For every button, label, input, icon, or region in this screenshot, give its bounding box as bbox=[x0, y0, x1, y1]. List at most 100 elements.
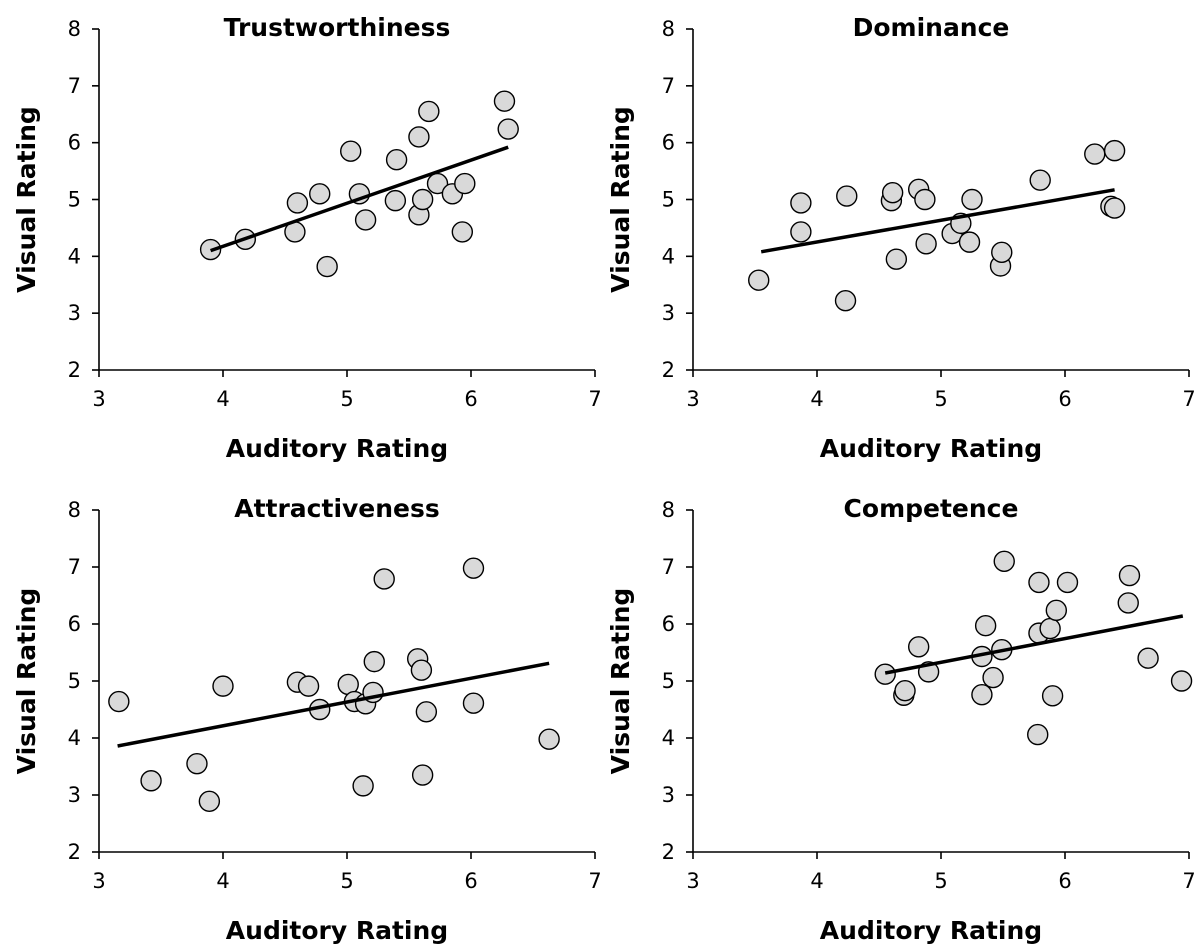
data-point bbox=[1041, 685, 1064, 707]
data-point bbox=[497, 118, 519, 140]
data-point bbox=[410, 659, 433, 681]
x-axis-label: Auditory Rating bbox=[820, 916, 1042, 945]
data-point bbox=[914, 188, 936, 211]
chart-title: Competence bbox=[844, 494, 1019, 523]
data-point bbox=[874, 663, 896, 685]
y-tick-label: 4 bbox=[662, 244, 675, 268]
data-point bbox=[384, 189, 407, 212]
data-point bbox=[1056, 571, 1079, 594]
x-tick-label: 5 bbox=[340, 387, 353, 411]
y-tick-label: 5 bbox=[662, 188, 675, 212]
y-tick-label: 7 bbox=[68, 74, 81, 98]
data-point bbox=[974, 615, 997, 637]
y-tick-label: 7 bbox=[68, 555, 81, 579]
y-tick-label: 8 bbox=[662, 498, 675, 522]
y-tick-label: 2 bbox=[662, 840, 675, 864]
y-tick-label: 3 bbox=[662, 301, 675, 325]
data-point bbox=[1170, 670, 1193, 692]
y-tick-label: 4 bbox=[662, 726, 675, 750]
y-tick-label: 7 bbox=[662, 555, 675, 579]
y-tick-label: 4 bbox=[68, 726, 81, 750]
data-point bbox=[1029, 169, 1051, 191]
data-point bbox=[836, 185, 858, 207]
y-tick-label: 2 bbox=[662, 358, 675, 382]
data-point bbox=[1028, 571, 1050, 594]
y-tick-label: 4 bbox=[68, 244, 81, 268]
data-point bbox=[451, 221, 474, 243]
x-tick-label: 4 bbox=[216, 387, 229, 411]
trend-line bbox=[117, 661, 550, 748]
x-tick-label: 6 bbox=[1058, 387, 1071, 411]
data-point bbox=[408, 126, 430, 148]
y-tick-label: 3 bbox=[662, 783, 675, 807]
data-point bbox=[1137, 647, 1159, 669]
data-point bbox=[415, 701, 438, 723]
data-point bbox=[286, 192, 309, 214]
data-point bbox=[1118, 564, 1141, 587]
data-point bbox=[454, 172, 476, 195]
data-point bbox=[1117, 592, 1139, 614]
data-point bbox=[790, 192, 812, 214]
data-point bbox=[363, 650, 385, 673]
data-point bbox=[316, 255, 338, 278]
data-point bbox=[1103, 139, 1126, 162]
data-point bbox=[1039, 617, 1061, 640]
trend-line bbox=[884, 614, 1184, 675]
y-tick-label: 2 bbox=[68, 840, 81, 864]
data-point bbox=[1045, 599, 1068, 622]
y-axis-label: Visual Rating bbox=[12, 106, 41, 293]
y-tick-label: 7 bbox=[662, 74, 675, 98]
data-point bbox=[1027, 723, 1049, 746]
data-point bbox=[140, 770, 162, 792]
chart-title: Dominance bbox=[853, 13, 1010, 42]
data-point bbox=[790, 221, 812, 243]
data-point bbox=[385, 149, 408, 171]
x-tick-label: 4 bbox=[216, 869, 229, 893]
data-point bbox=[418, 100, 440, 123]
y-tick-label: 2 bbox=[68, 358, 81, 382]
x-tick-label: 5 bbox=[934, 869, 947, 893]
y-tick-label: 6 bbox=[68, 131, 81, 155]
data-point bbox=[971, 683, 993, 706]
x-tick-label: 4 bbox=[810, 869, 823, 893]
data-point bbox=[340, 140, 362, 162]
x-tick-label: 7 bbox=[1182, 387, 1195, 411]
y-tick-label: 6 bbox=[68, 612, 81, 636]
data-point bbox=[493, 90, 516, 112]
x-axis-label: Auditory Rating bbox=[820, 434, 1042, 463]
y-tick-label: 3 bbox=[68, 783, 81, 807]
trend-line bbox=[210, 145, 509, 253]
data-point bbox=[462, 692, 485, 714]
x-tick-label: 6 bbox=[1058, 869, 1071, 893]
data-point bbox=[411, 188, 434, 211]
x-tick-label: 7 bbox=[588, 869, 601, 893]
y-tick-label: 8 bbox=[662, 17, 675, 41]
y-tick-label: 6 bbox=[662, 131, 675, 155]
y-tick-label: 5 bbox=[662, 669, 675, 693]
x-tick-label: 3 bbox=[92, 869, 105, 893]
y-tick-label: 6 bbox=[662, 612, 675, 636]
data-point bbox=[411, 764, 434, 786]
data-point bbox=[907, 636, 930, 658]
data-point bbox=[309, 183, 331, 205]
x-tick-label: 3 bbox=[686, 387, 699, 411]
y-axis-label: Visual Rating bbox=[606, 106, 635, 293]
chart-title: Trustworthiness bbox=[224, 13, 451, 42]
y-axis-label: Visual Rating bbox=[12, 588, 41, 775]
y-tick-label: 3 bbox=[68, 301, 81, 325]
x-tick-label: 5 bbox=[340, 869, 353, 893]
data-point bbox=[961, 188, 983, 211]
x-tick-label: 4 bbox=[810, 387, 823, 411]
data-point bbox=[894, 679, 916, 702]
data-point bbox=[198, 790, 221, 812]
x-tick-label: 3 bbox=[686, 869, 699, 893]
data-point bbox=[186, 752, 208, 775]
data-point bbox=[982, 666, 1004, 689]
data-point bbox=[538, 728, 560, 750]
data-point bbox=[881, 181, 904, 204]
